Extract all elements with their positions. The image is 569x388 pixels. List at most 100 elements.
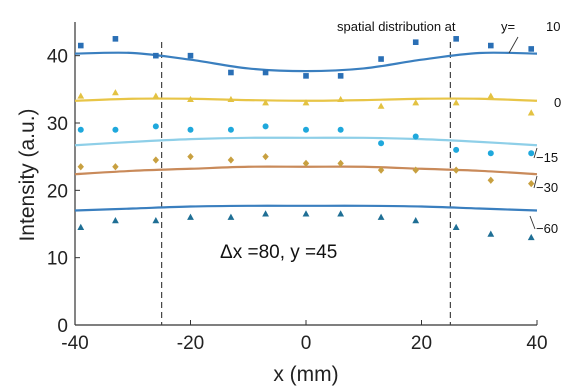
data-point-circle [262, 123, 269, 130]
data-point-circle [187, 126, 194, 133]
series-label: −15 [536, 150, 558, 165]
data-point-square [112, 36, 119, 42]
data-point-triangle [227, 95, 235, 103]
series-label: −30 [536, 180, 558, 195]
data-point-square [488, 42, 494, 49]
x-axis-label: x (mm) [273, 363, 338, 386]
data-point-triangle [412, 217, 420, 224]
data-points [77, 36, 535, 241]
data-point-triangle [487, 92, 495, 99]
data-point-diamond [112, 163, 119, 171]
data-point-triangle [452, 99, 460, 106]
series-label: 0 [554, 95, 561, 110]
data-point-triangle [152, 217, 160, 224]
x-tick-label: 40 [526, 333, 547, 354]
data-point-triangle [187, 213, 194, 220]
data-point-diamond [227, 156, 235, 164]
data-point-triangle [487, 230, 495, 237]
data-point-triangle [337, 95, 345, 103]
axes-frame [74, 22, 537, 326]
data-point-diamond [302, 159, 310, 167]
data-point-triangle [377, 213, 385, 220]
data-point-diamond [187, 153, 194, 161]
data-point-square [303, 73, 309, 79]
axis-ticks: -40 -20 0 20 40 0 10 20 30 40 [47, 47, 548, 354]
leader-line [529, 215, 536, 230]
data-point-triangle [452, 223, 460, 230]
y-tick-label: 40 [47, 47, 68, 68]
x-tick-label: 20 [411, 333, 432, 354]
data-point-diamond [152, 156, 160, 164]
delta-annotation: Δx =80, y =45 [220, 242, 337, 263]
data-point-square [453, 36, 459, 42]
fit-curve [74, 136, 538, 147]
x-tick-label: 0 [301, 333, 312, 354]
data-point-circle [77, 126, 84, 133]
data-point-triangle [112, 217, 119, 224]
data-point-diamond [262, 153, 269, 161]
data-point-triangle [152, 92, 160, 99]
data-point-triangle [262, 210, 269, 217]
data-point-square [77, 42, 84, 49]
fit-curve [74, 204, 538, 212]
y-tick-label: 0 [57, 316, 68, 337]
data-point-triangle [187, 95, 194, 103]
y-tick-label: 30 [47, 114, 68, 135]
series-labels: 10 0 −15 −30 −60 [508, 19, 561, 236]
data-point-triangle [412, 99, 420, 106]
data-point-circle [412, 133, 419, 140]
data-point-circle [487, 150, 494, 157]
data-point-triangle [77, 223, 85, 230]
leader-line [533, 175, 538, 189]
y-axis-label: Intensity (a.u.) [16, 108, 39, 241]
data-point-square [262, 69, 269, 76]
fit-curves [74, 51, 538, 212]
data-point-triangle [337, 210, 345, 217]
data-point-triangle [377, 102, 385, 109]
fit-curve [74, 51, 538, 73]
legend-y-prefix: y= [501, 19, 515, 34]
data-point-triangle [77, 92, 85, 99]
data-point-diamond [412, 166, 419, 174]
data-point-square [153, 52, 159, 59]
data-point-square [378, 56, 384, 62]
data-point-circle [337, 126, 344, 133]
y-tick-label: 20 [47, 181, 68, 202]
leader-line [533, 147, 538, 159]
data-point-diamond [77, 163, 84, 171]
data-point-circle [112, 126, 119, 133]
data-point-triangle [527, 233, 535, 241]
data-point-diamond [452, 166, 460, 174]
data-point-diamond [528, 180, 535, 188]
x-tick-label: -40 [61, 333, 88, 354]
data-point-circle [528, 150, 535, 157]
data-point-diamond [337, 159, 344, 167]
x-tick-label: -20 [177, 333, 204, 354]
data-point-circle [453, 146, 460, 153]
data-point-square [528, 46, 535, 52]
y-tick-label: 10 [47, 249, 68, 270]
series-label: 10 [546, 19, 560, 34]
data-point-triangle [302, 210, 310, 217]
data-point-triangle [262, 99, 269, 106]
data-point-triangle [302, 99, 310, 106]
data-point-square [412, 39, 419, 45]
data-point-diamond [377, 166, 385, 174]
leader-line [508, 36, 519, 54]
data-point-triangle [112, 89, 119, 96]
data-point-circle [303, 126, 309, 133]
data-point-square [228, 69, 234, 76]
data-point-square [337, 73, 344, 79]
legend-header: spatial distribution at [337, 19, 456, 34]
data-point-circle [152, 123, 159, 130]
fit-curve [74, 165, 538, 176]
data-point-triangle [227, 213, 235, 220]
data-point-square [187, 52, 194, 59]
data-point-diamond [487, 176, 494, 184]
data-point-circle [227, 126, 234, 133]
series-label: −60 [536, 221, 558, 236]
data-point-circle [378, 140, 385, 147]
reference-lines [161, 42, 451, 325]
data-point-triangle [527, 109, 535, 116]
